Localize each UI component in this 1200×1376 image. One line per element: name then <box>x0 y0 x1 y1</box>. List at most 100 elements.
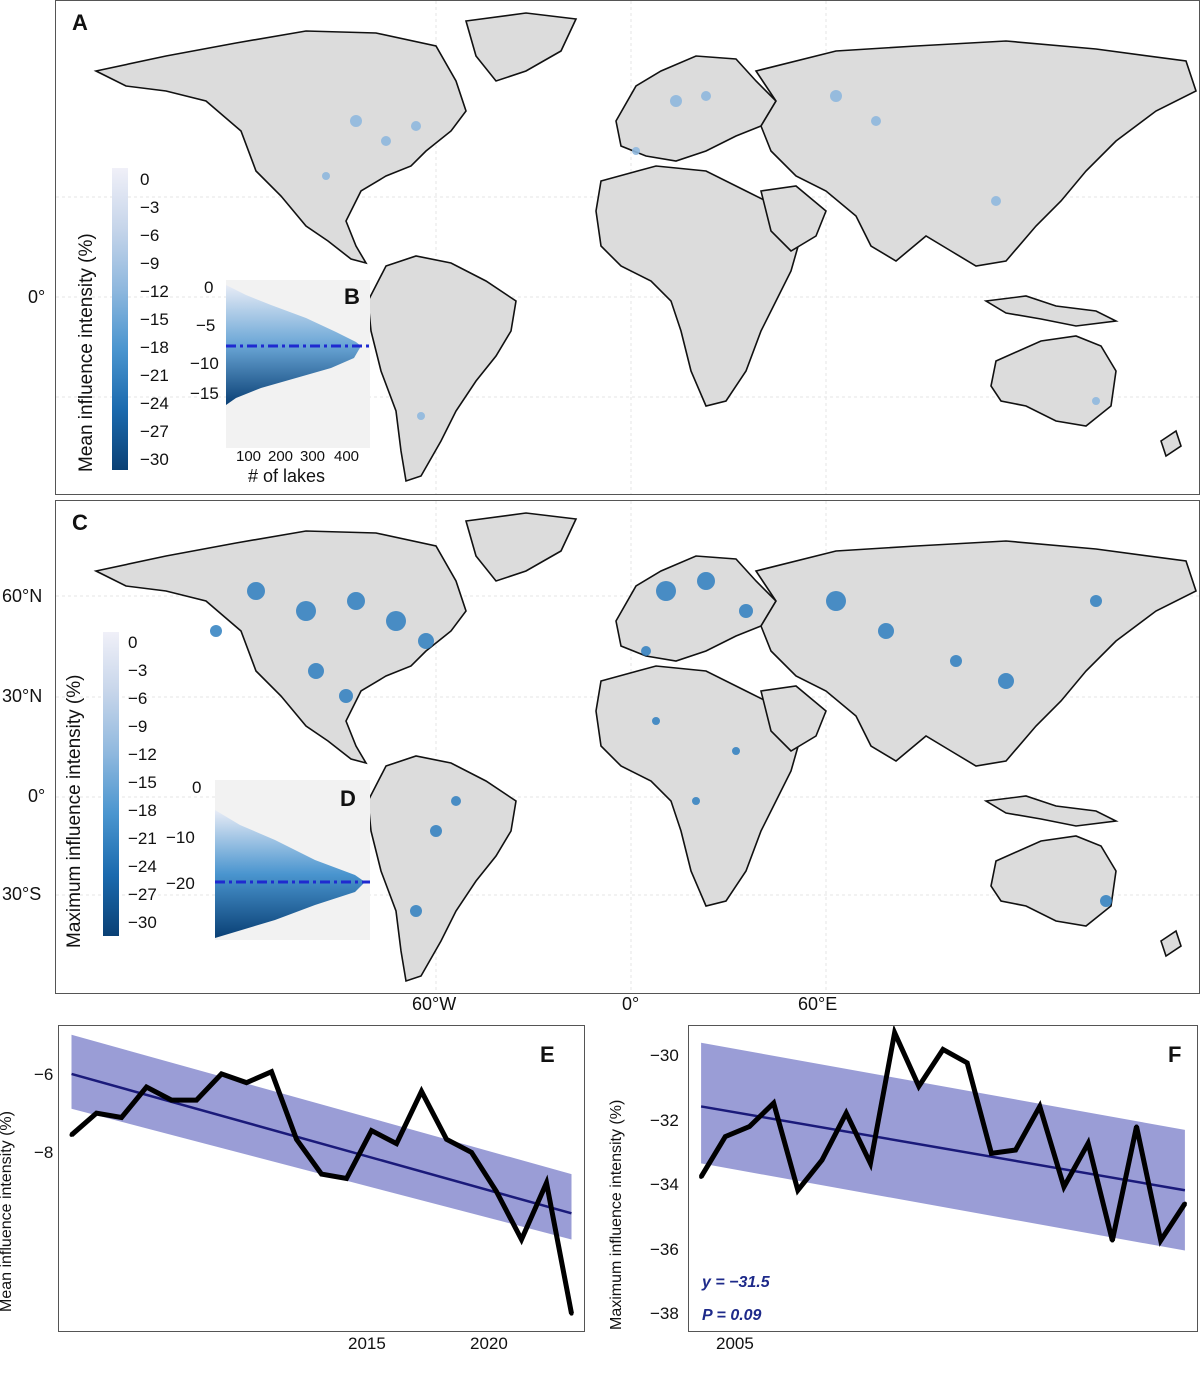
asia-c <box>754 540 1197 767</box>
data-point <box>469 1150 474 1155</box>
data-point <box>820 1158 825 1163</box>
data-point <box>144 1085 149 1089</box>
arabia <box>760 185 827 253</box>
b-ytick: −15 <box>190 384 219 403</box>
panel-label-a: A <box>72 10 88 35</box>
data-point <box>844 1111 849 1116</box>
data-point <box>892 1030 897 1035</box>
inset-histogram-b <box>226 280 370 448</box>
greenland <box>464 12 578 82</box>
data-point <box>1158 1238 1163 1243</box>
panel-label-e: E <box>540 1042 555 1067</box>
data-point <box>747 1124 752 1129</box>
f-ytick: −38 <box>650 1304 679 1323</box>
f-ytick: −36 <box>650 1240 679 1259</box>
data-point <box>169 1098 174 1103</box>
panel-label-b: B <box>344 284 360 309</box>
d-ytick: −20 <box>166 874 195 893</box>
cb-a-tick: −21 <box>140 366 169 385</box>
f-ytick: −30 <box>650 1046 679 1065</box>
data-point <box>94 1111 99 1116</box>
panel-label-f: F <box>1168 1042 1182 1067</box>
cb-a-tick: −18 <box>140 338 169 357</box>
world-map-mean <box>56 1 1199 494</box>
data-point <box>916 1084 921 1089</box>
data-point <box>444 1137 449 1142</box>
cb-c-tick: −30 <box>128 913 157 932</box>
data-point <box>795 1188 800 1193</box>
data-point <box>941 1047 945 1052</box>
data-point <box>1037 1104 1042 1109</box>
cb-c-tick: −27 <box>128 885 157 904</box>
data-point <box>494 1189 499 1194</box>
data-point <box>294 1137 299 1142</box>
south-america <box>367 255 517 483</box>
chart-f-svg <box>698 1026 1187 1251</box>
b-xtick: 300 <box>300 448 326 465</box>
cb-c-tick: 0 <box>128 633 138 652</box>
data-point <box>868 1161 873 1166</box>
colorbar-c <box>103 632 119 936</box>
data-point <box>1134 1124 1139 1129</box>
chart-f-ylabel: Maximum influence intensity (%) <box>608 1099 625 1330</box>
data-point <box>119 1115 124 1120</box>
trend-line <box>71 1072 572 1215</box>
asia <box>754 40 1197 267</box>
lat-label: 30°N <box>2 686 43 706</box>
data-point <box>544 1180 549 1185</box>
africa-c <box>595 665 802 907</box>
f-stat-equation: y = −31.5 <box>702 1274 770 1291</box>
cb-c-tick: −21 <box>128 829 157 848</box>
land-masses <box>93 12 1197 483</box>
australia-c <box>990 835 1117 927</box>
trend-line <box>700 1105 1186 1192</box>
lat-label: 30°S <box>2 884 42 904</box>
lon-label: 60°W <box>412 994 457 1014</box>
cb-c-tick: −18 <box>128 801 157 820</box>
data-point <box>369 1128 374 1133</box>
map-panel-c <box>55 500 1200 994</box>
north-america-c <box>93 530 467 765</box>
d-ytick: −10 <box>166 828 195 847</box>
cb-a-tick: −12 <box>140 282 169 301</box>
data-point <box>219 1071 224 1076</box>
data-point <box>699 1174 704 1179</box>
arabia-c <box>760 685 827 753</box>
lon-label: 60°E <box>798 994 838 1014</box>
data-point <box>269 1069 274 1074</box>
indonesia-c <box>983 795 1119 827</box>
panel-label-c: C <box>72 510 88 535</box>
inset-histogram-d <box>215 780 370 940</box>
b-ytick: −10 <box>190 354 219 373</box>
confidence-band <box>701 1042 1185 1251</box>
cb-a-tick: 0 <box>140 170 150 189</box>
colorbar-a <box>112 168 128 470</box>
indonesia <box>983 295 1119 327</box>
south-america-c <box>367 755 517 983</box>
lon-label: 0° <box>622 994 640 1014</box>
cb-a-tick: −3 <box>140 198 160 217</box>
data-point <box>989 1151 994 1156</box>
lake-dots-a <box>322 90 1100 420</box>
f-xtick: 2005 <box>716 1334 754 1353</box>
lat-label: 0° <box>28 287 46 307</box>
cb-a-tick: −24 <box>140 394 169 413</box>
cb-a-tick: −15 <box>140 310 169 329</box>
data-point <box>419 1089 424 1094</box>
cb-a-tick: −30 <box>140 450 169 469</box>
data-point <box>1110 1238 1115 1243</box>
lake-dots-c <box>210 572 1112 917</box>
data-point <box>244 1080 249 1085</box>
cb-a-tick: −9 <box>140 254 160 273</box>
data-point <box>1061 1184 1066 1189</box>
data-point <box>1013 1148 1018 1153</box>
europe <box>615 55 778 162</box>
data-point <box>344 1176 349 1181</box>
cb-c-tick: −24 <box>128 857 157 876</box>
e-xtick: 2015 <box>348 1334 386 1353</box>
data-point <box>319 1172 324 1177</box>
data-point <box>519 1237 524 1242</box>
e-xtick: 2020 <box>470 1334 508 1353</box>
cb-a-tick: −6 <box>140 226 160 245</box>
data-point <box>771 1101 776 1106</box>
